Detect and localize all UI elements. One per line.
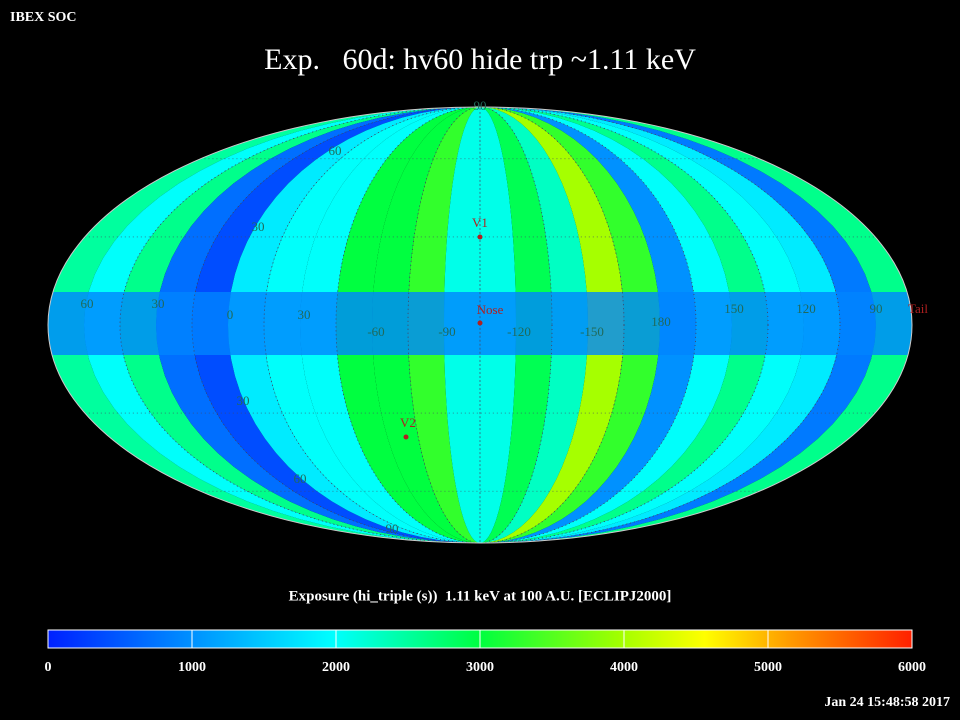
- latitude-label: 60: [294, 471, 307, 486]
- marker-label: Nose: [477, 302, 504, 317]
- colorbar-tick-label: 6000: [898, 660, 926, 675]
- longitude-label: 30: [298, 307, 311, 322]
- marker-dot: [477, 320, 483, 326]
- colorbar-tick-label: 1000: [178, 660, 206, 675]
- longitude-label: 90: [870, 301, 883, 316]
- latitude-label: 30: [237, 393, 250, 408]
- exposure-band: [480, 107, 696, 543]
- longitude-label: 60: [81, 296, 94, 311]
- meridian: [191, 107, 769, 543]
- marker-label: V2: [400, 415, 416, 430]
- latitude-label: 90: [474, 98, 487, 113]
- longitude-label: -90: [438, 324, 455, 339]
- exposure-band: [480, 107, 624, 543]
- exposure-band: [372, 107, 480, 543]
- colorbar-tick-label: 3000: [466, 660, 494, 675]
- exposure-band: [480, 107, 660, 543]
- colorbar-tick-label: 0: [45, 660, 52, 675]
- exposure-band: [300, 107, 480, 543]
- longitude-label: 180: [651, 314, 671, 329]
- colorbar-tick-label: 4000: [610, 660, 638, 675]
- meridian: [119, 107, 841, 543]
- exposure-band: [480, 107, 588, 543]
- colorbar-tick-label: 5000: [754, 660, 782, 675]
- latitude-label: 90: [386, 521, 399, 536]
- timestamp: Jan 24 15:48:58 2017: [824, 695, 950, 710]
- map-outline: [47, 106, 913, 544]
- colorbar-tick-label: 2000: [322, 660, 350, 675]
- latitude-label: 30: [252, 219, 265, 234]
- meridian: [407, 107, 553, 543]
- marker-dot: [403, 434, 409, 440]
- longitude-label: -150: [580, 324, 604, 339]
- exposure-band: [336, 107, 480, 543]
- exposure-band: [480, 107, 732, 543]
- exposure-band: [228, 107, 480, 543]
- latitude-label: 60: [329, 143, 342, 158]
- colorbar-label: Exposure (hi_triple (s)) 1.11 keV at 100…: [289, 588, 672, 604]
- marker-dot: [477, 234, 483, 240]
- map-overlay: 60 30 0 30 -60 -90 -120 -150 180 150 120 90 90 60 30 30…: [47, 98, 928, 544]
- marker-label: Tail: [908, 301, 928, 316]
- longitude-label: 150: [724, 301, 744, 316]
- longitude-label: 120: [796, 301, 816, 316]
- longitude-label: -60: [367, 324, 384, 339]
- longitude-label: 30: [152, 296, 165, 311]
- meridian: [335, 107, 625, 543]
- exposure-band: [264, 107, 480, 543]
- sky-map: [48, 107, 912, 543]
- longitude-label: -120: [507, 324, 531, 339]
- longitude-label: 0: [227, 307, 234, 322]
- org-label: IBEX SOC: [10, 10, 77, 25]
- meridian: [263, 107, 697, 543]
- title: Exp. 60d: hv60 hide trp ~1.11 keV: [264, 43, 696, 76]
- marker-label: V1: [472, 215, 488, 230]
